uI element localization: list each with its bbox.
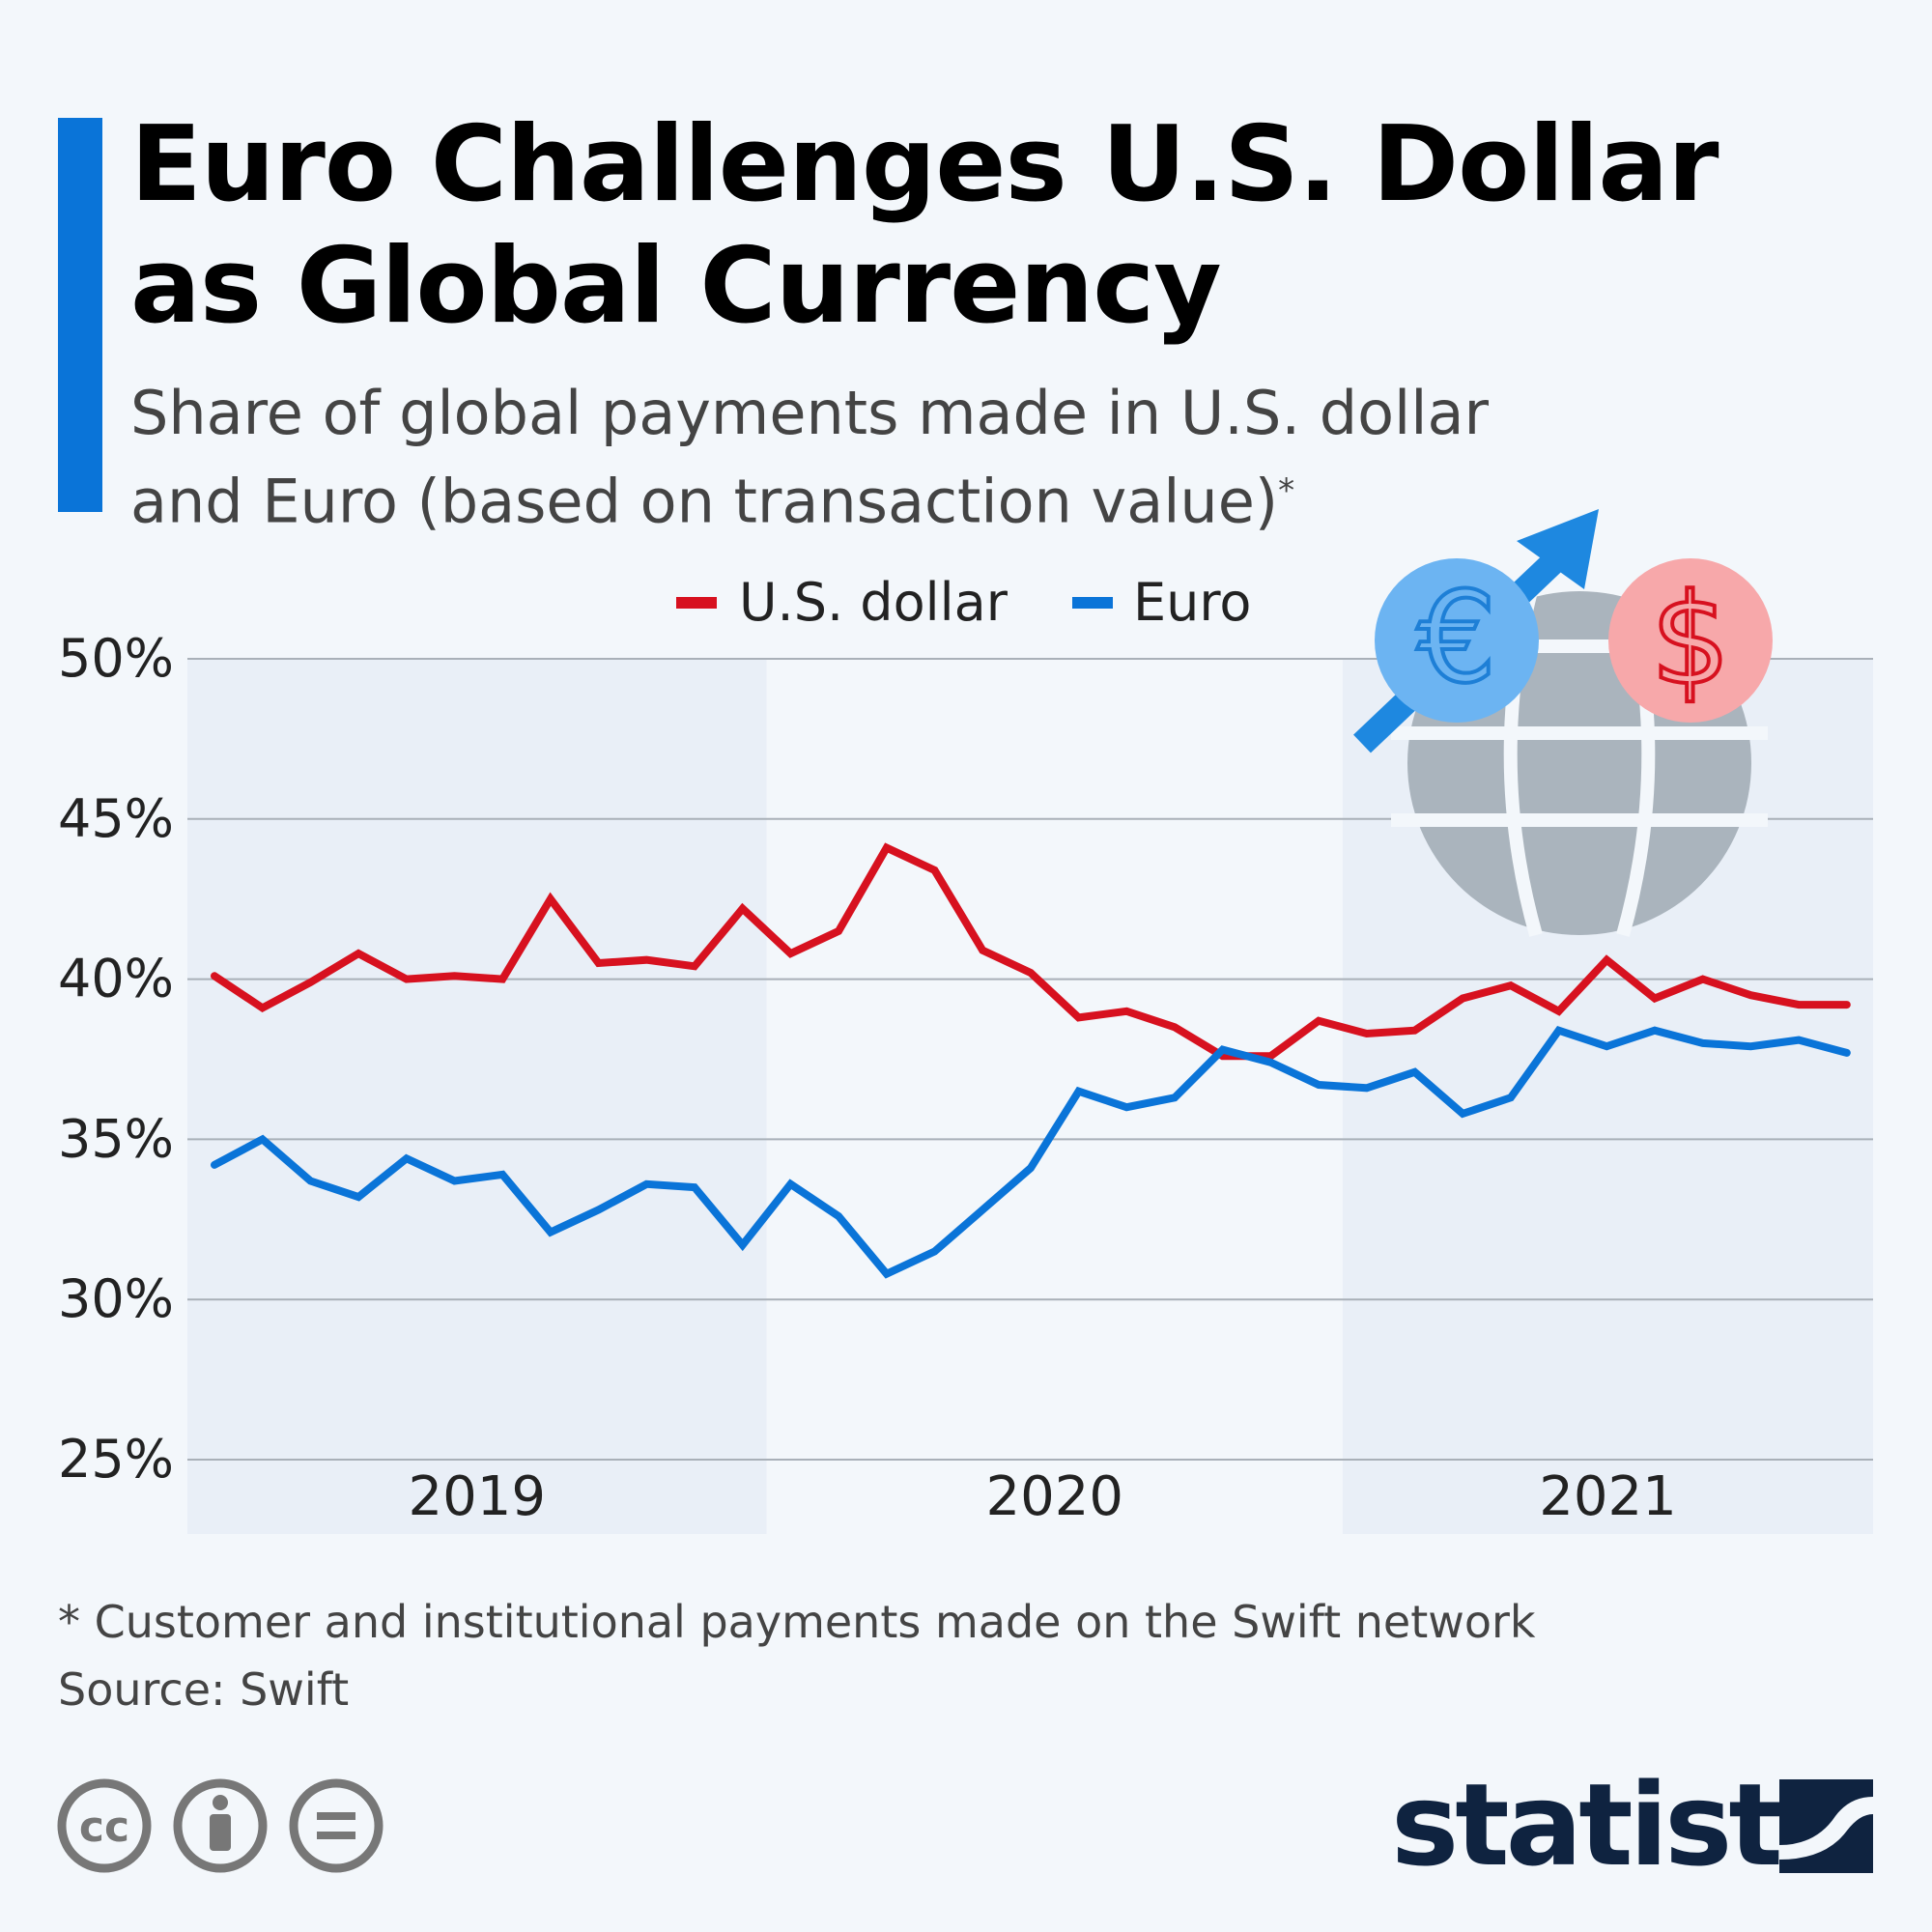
- y-tick-label-40: 40%: [58, 949, 174, 1009]
- title-line-1: Euro Challenges U.S. Dollar: [130, 104, 1719, 225]
- year-band-2020: [766, 659, 1343, 1534]
- source: Source: Swift: [58, 1663, 350, 1716]
- y-tick-label-45: 45%: [58, 788, 174, 849]
- y-tick-label-30: 30%: [58, 1268, 174, 1329]
- x-tick-label-2020: 2020: [985, 1465, 1123, 1528]
- y-tick-label-25: 25%: [58, 1429, 174, 1490]
- globe-currency-illustration: € $: [1353, 509, 1773, 937]
- title-accent-bar: [58, 118, 102, 512]
- svg-text:€: €: [1417, 564, 1497, 711]
- chart-subtitle: Share of global payments made in U.S. do…: [130, 375, 1489, 541]
- legend-swatch-euro: [1072, 597, 1113, 609]
- dollar-coin-icon: [1608, 558, 1773, 723]
- subtitle-line-2: and Euro (based on transaction value): [130, 466, 1279, 537]
- legend: U.S. dollar Euro: [676, 572, 1251, 633]
- legend-label-usd: U.S. dollar: [739, 572, 1009, 633]
- subtitle-line-1: Share of global payments made in U.S. do…: [130, 378, 1489, 448]
- chart-title: Euro Challenges U.S. Dollar as Global Cu…: [130, 104, 1719, 348]
- x-tick-label-2019: 2019: [409, 1465, 547, 1528]
- x-tick-label-2021: 2021: [1539, 1465, 1677, 1528]
- euro-coin-icon: [1375, 558, 1539, 723]
- subtitle-footnote-mark: *: [1278, 471, 1295, 510]
- svg-text:$: $: [1651, 566, 1731, 713]
- y-tick-label-50: 50%: [58, 628, 174, 689]
- footnote: * Customer and institutional payments ma…: [58, 1596, 1536, 1648]
- title-line-2: as Global Currency: [130, 226, 1222, 347]
- y-tick-label-35: 35%: [58, 1108, 174, 1169]
- year-band-2019: [187, 659, 767, 1534]
- legend-label-euro: Euro: [1133, 572, 1251, 633]
- legend-swatch-usd: [676, 597, 717, 609]
